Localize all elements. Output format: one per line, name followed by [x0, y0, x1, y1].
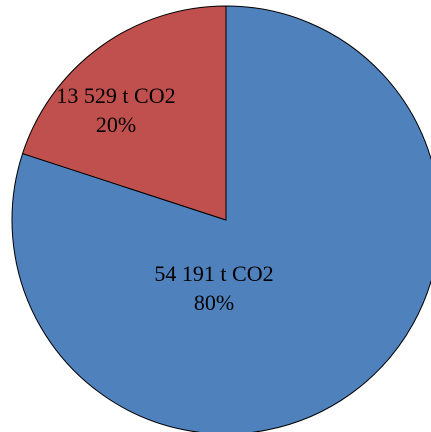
pie-slices [11, 5, 431, 432]
pie-slice-1 [21, 5, 227, 221]
slice-0-percent-label: 80% [194, 290, 234, 315]
slice-0-value-label: 54 191 t CO2 [154, 261, 273, 286]
pie-labels: 54 191 t CO2 80% 13 529 t CO2 20% [56, 83, 273, 315]
slice-1-value-label: 13 529 t CO2 [56, 83, 175, 108]
slice-1-percent-label: 20% [96, 112, 136, 137]
